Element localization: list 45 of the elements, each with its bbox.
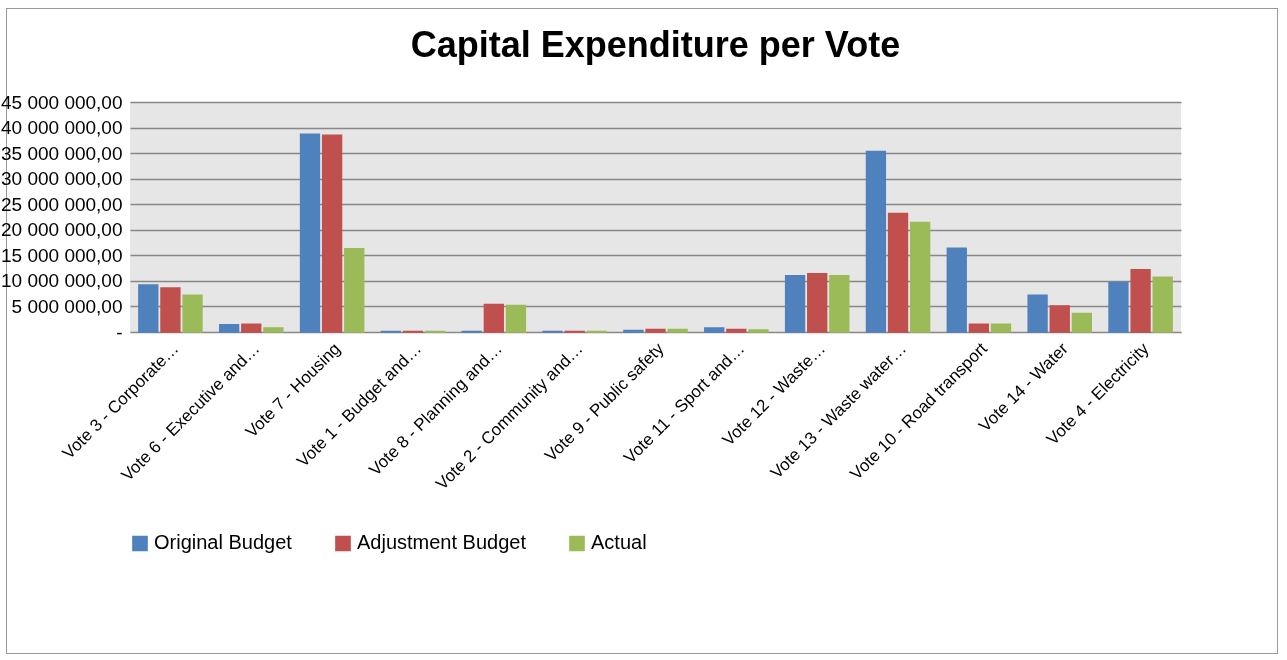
chart-title: Capital Expenditure per Vote — [410, 24, 901, 65]
y-tick-label: 15 000 000,00 — [0, 244, 123, 266]
y-tick-label: 40 000 000,00 — [0, 117, 123, 139]
bar — [807, 272, 828, 333]
bar — [1152, 276, 1173, 333]
legend-label: Adjustment Budget — [357, 531, 527, 554]
bar — [505, 304, 527, 333]
bar — [726, 328, 747, 333]
bar — [299, 133, 321, 333]
bar — [182, 294, 203, 333]
bar — [483, 303, 504, 333]
y-tick-label: - — [116, 321, 123, 343]
bar — [748, 329, 769, 333]
bar — [241, 323, 262, 333]
bar — [887, 212, 909, 333]
bar — [1108, 281, 1129, 333]
bar — [704, 327, 725, 333]
bar — [138, 284, 159, 333]
y-tick-label: 20 000 000,00 — [0, 219, 123, 241]
bar — [160, 287, 181, 333]
y-tick-label: 5 000 000,00 — [11, 295, 123, 317]
bar — [321, 134, 343, 333]
bar — [968, 323, 990, 333]
bar — [667, 328, 688, 333]
y-tick-label: 35 000 000,00 — [0, 142, 123, 164]
bar — [946, 247, 967, 333]
bar — [784, 275, 806, 333]
bar — [645, 328, 666, 333]
bar — [1130, 268, 1151, 333]
bar — [218, 324, 240, 333]
bar — [910, 221, 931, 333]
bar — [865, 150, 887, 333]
bar — [344, 247, 365, 333]
bar — [1027, 294, 1048, 333]
y-tick-label: 30 000 000,00 — [0, 168, 123, 190]
bar — [990, 323, 1012, 333]
bar — [829, 275, 850, 333]
y-tick-label: 45 000 000,00 — [0, 91, 123, 113]
legend-label: Actual — [591, 531, 647, 554]
legend-label: Original Budget — [154, 531, 293, 554]
bar — [263, 327, 284, 333]
y-tick-label: 10 000 000,00 — [0, 270, 123, 292]
bar — [1049, 305, 1070, 333]
bar — [1071, 312, 1093, 333]
y-tick-label: 25 000 000,00 — [0, 193, 123, 215]
